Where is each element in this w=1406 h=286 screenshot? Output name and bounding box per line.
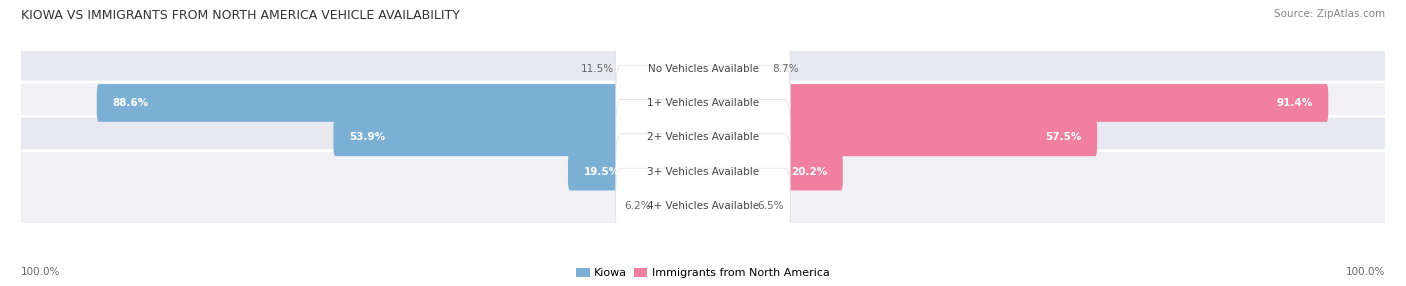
Text: 20.2%: 20.2%: [790, 167, 827, 176]
Text: 4+ Vehicles Available: 4+ Vehicles Available: [647, 201, 759, 211]
Text: 6.2%: 6.2%: [624, 201, 651, 211]
Text: 100.0%: 100.0%: [1346, 267, 1385, 277]
FancyBboxPatch shape: [13, 116, 1393, 227]
Text: 6.5%: 6.5%: [758, 201, 785, 211]
FancyBboxPatch shape: [702, 153, 842, 190]
Text: 88.6%: 88.6%: [112, 98, 149, 108]
Text: KIOWA VS IMMIGRANTS FROM NORTH AMERICA VEHICLE AVAILABILITY: KIOWA VS IMMIGRANTS FROM NORTH AMERICA V…: [21, 9, 460, 21]
Text: 3+ Vehicles Available: 3+ Vehicles Available: [647, 167, 759, 176]
FancyBboxPatch shape: [13, 48, 1393, 158]
FancyBboxPatch shape: [702, 84, 1329, 122]
FancyBboxPatch shape: [97, 84, 704, 122]
Text: 100.0%: 100.0%: [21, 267, 60, 277]
Text: 91.4%: 91.4%: [1277, 98, 1313, 108]
Text: 2+ Vehicles Available: 2+ Vehicles Available: [647, 132, 759, 142]
FancyBboxPatch shape: [333, 118, 704, 156]
FancyBboxPatch shape: [616, 168, 790, 244]
FancyBboxPatch shape: [623, 50, 704, 88]
FancyBboxPatch shape: [702, 118, 1097, 156]
FancyBboxPatch shape: [13, 13, 1393, 124]
FancyBboxPatch shape: [616, 100, 790, 175]
Text: 11.5%: 11.5%: [581, 64, 614, 74]
Text: 8.7%: 8.7%: [772, 64, 799, 74]
FancyBboxPatch shape: [13, 151, 1393, 261]
Text: 1+ Vehicles Available: 1+ Vehicles Available: [647, 98, 759, 108]
Text: Source: ZipAtlas.com: Source: ZipAtlas.com: [1274, 9, 1385, 19]
FancyBboxPatch shape: [702, 187, 749, 225]
Text: 53.9%: 53.9%: [349, 132, 385, 142]
Legend: Kiowa, Immigrants from North America: Kiowa, Immigrants from North America: [572, 263, 834, 283]
FancyBboxPatch shape: [702, 50, 765, 88]
FancyBboxPatch shape: [616, 65, 790, 141]
FancyBboxPatch shape: [13, 82, 1393, 192]
FancyBboxPatch shape: [658, 187, 704, 225]
Text: 19.5%: 19.5%: [583, 167, 620, 176]
FancyBboxPatch shape: [616, 134, 790, 209]
FancyBboxPatch shape: [568, 153, 704, 190]
Text: No Vehicles Available: No Vehicles Available: [648, 64, 758, 74]
Text: 57.5%: 57.5%: [1045, 132, 1081, 142]
FancyBboxPatch shape: [616, 31, 790, 106]
